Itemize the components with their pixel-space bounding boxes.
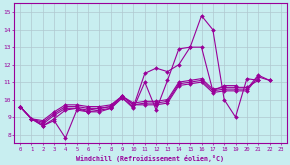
- X-axis label: Windchill (Refroidissement éolien,°C): Windchill (Refroidissement éolien,°C): [77, 155, 224, 162]
